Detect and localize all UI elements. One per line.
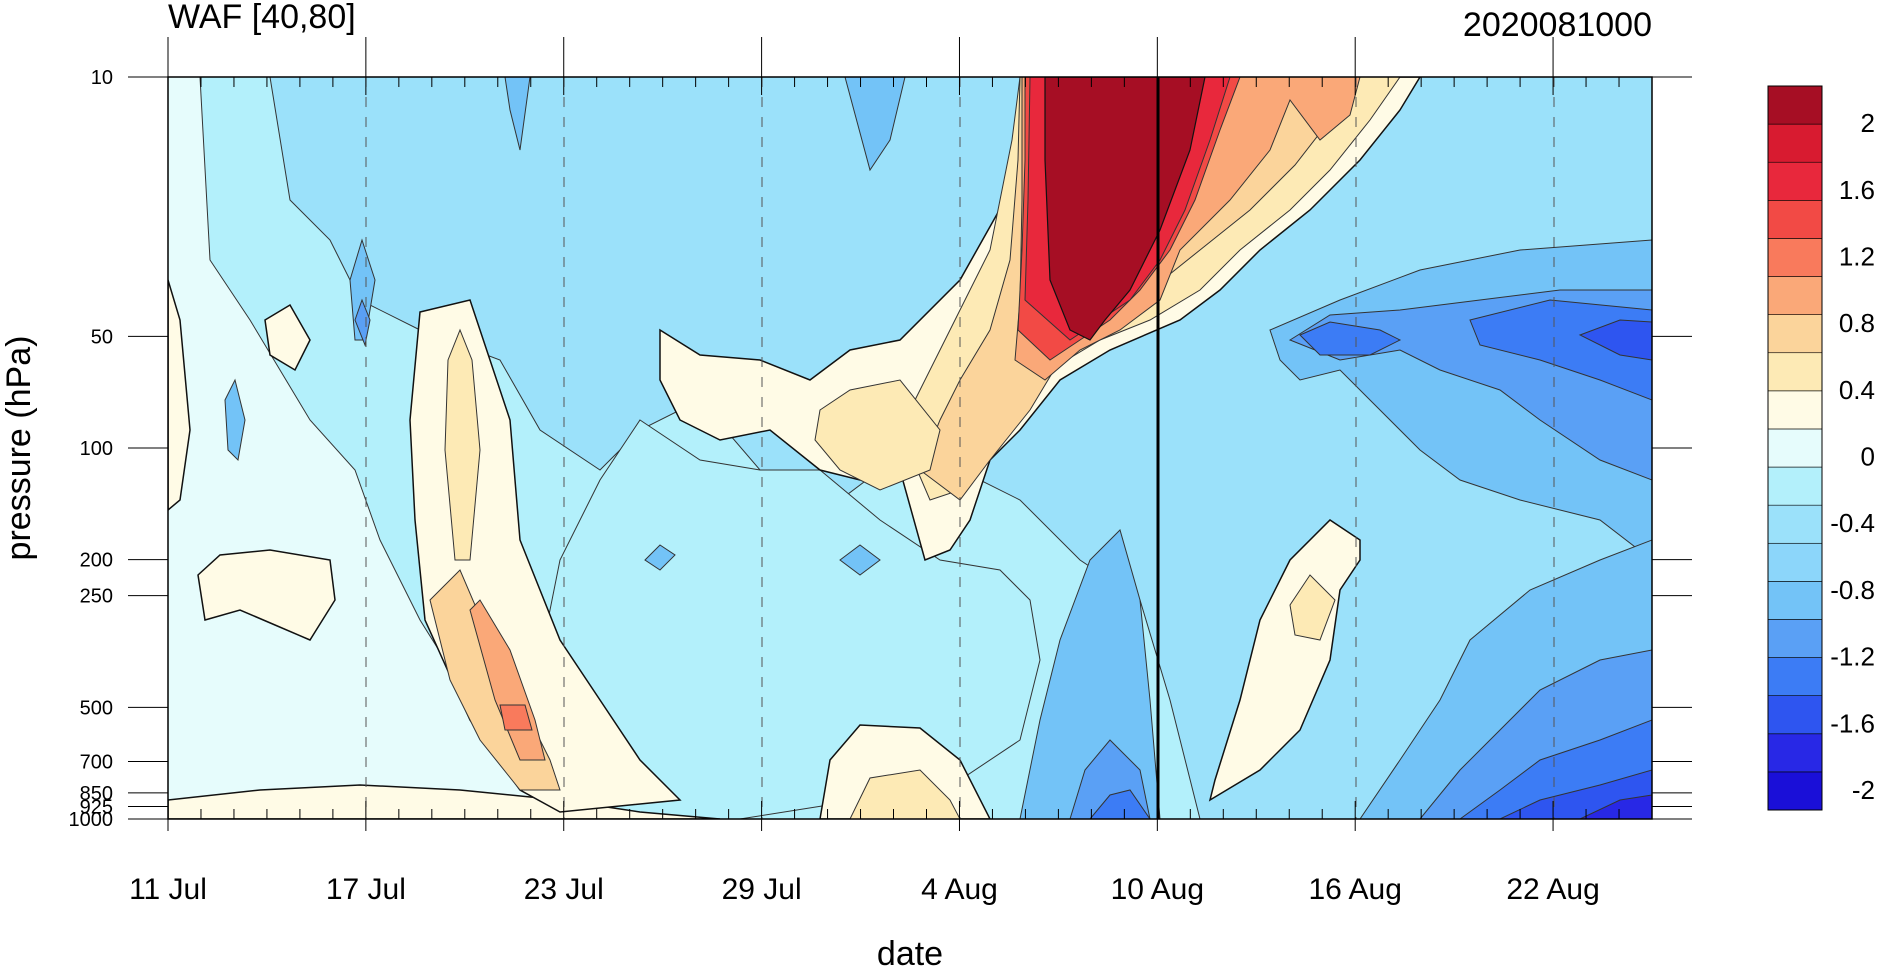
colorbar-swatch <box>1767 276 1823 315</box>
contour-band-top-blue-2 <box>504 77 531 151</box>
colorbar-label: -1.2 <box>1830 642 1875 672</box>
colorbar: 2 1.6 1.2 0.8 0.4 0 -0.4 -0.8 -1.2 -1.6 -2 <box>1767 85 1875 811</box>
contour-band-mid-july-hot <box>499 704 533 731</box>
colorbar-label: -0.8 <box>1830 575 1875 605</box>
contour-band-warm-plume-core <box>1044 77 1206 341</box>
colorbar-label: -0.4 <box>1830 508 1875 538</box>
x-tick-label: 10 Aug <box>1111 873 1204 906</box>
colorbar-swatch <box>1767 200 1823 239</box>
colorbar-swatch <box>1767 466 1823 506</box>
contour-band-aug-surface-blue-3 <box>1089 789 1151 819</box>
contour-band-jul-50 <box>264 303 311 372</box>
colorbar-swatch <box>1767 428 1823 468</box>
x-tick-label: 29 Jul <box>722 873 802 906</box>
y-tick-label: 100 <box>80 438 113 460</box>
y-axis-label: pressure (hPa) <box>0 336 38 561</box>
contour-band-left-edge <box>168 279 191 511</box>
colorbar-swatch <box>1767 352 1823 392</box>
colorbar-swatch <box>1767 657 1823 696</box>
colorbar-swatch <box>1767 733 1823 773</box>
colorbar-swatch <box>1767 695 1823 735</box>
colorbar-swatch <box>1767 542 1823 582</box>
contour-band-jul-100-blue <box>224 378 246 462</box>
x-tick-label: 16 Aug <box>1308 873 1401 906</box>
colorbar-swatch <box>1767 85 1823 125</box>
chart-title: WAF [40,80] <box>168 0 356 36</box>
y-tick-label: 250 <box>80 586 113 608</box>
y-tick-label: 10 <box>91 67 113 89</box>
x-tick-label: 4 Aug <box>921 873 998 906</box>
colorbar-swatch <box>1767 238 1823 277</box>
colorbar-swatch <box>1767 619 1823 658</box>
colorbar-swatch <box>1767 771 1823 811</box>
contour-band-july-200 <box>197 549 336 641</box>
contour-band-top-blue-4 <box>354 298 371 347</box>
x-axis-label: date <box>877 935 943 968</box>
colorbar-swatch <box>1767 123 1823 163</box>
x-tick-label: 22 Aug <box>1506 873 1599 906</box>
y-tick-label: 1000 <box>69 809 114 831</box>
contour-plot-area <box>168 77 1652 819</box>
colorbar-label: -2 <box>1852 775 1875 805</box>
contour-band-southeast-blue-5 <box>1579 794 1652 819</box>
colorbar-label: 0.4 <box>1839 375 1875 405</box>
contour-band-jul-tower <box>444 328 481 561</box>
contour-band-east-blue-4 <box>1578 319 1652 361</box>
y-tick-label: 200 <box>80 550 113 572</box>
contour-band-east-blue-3 <box>1299 299 1652 401</box>
y-tick-label: 700 <box>80 752 113 774</box>
colorbar-swatch <box>1767 581 1823 620</box>
colorbar-swatch <box>1767 161 1823 201</box>
colorbar-label: -1.6 <box>1830 708 1875 738</box>
y-tick-label: 500 <box>80 697 113 719</box>
contour-band-jul-200-blue <box>644 544 881 576</box>
contour-band-aug-surface-inner <box>849 769 961 819</box>
y-tick-label: 50 <box>91 326 113 348</box>
colorbar-frame <box>1767 85 1823 811</box>
x-tick-label: 11 Jul <box>129 873 207 906</box>
colorbar-label: 1.2 <box>1839 241 1875 271</box>
colorbar-label: 0.8 <box>1839 308 1875 338</box>
y-tick-label: 925 <box>80 796 113 818</box>
colorbar-swatch <box>1767 390 1823 430</box>
y-tick-label: 850 <box>80 783 113 805</box>
colorbar-label: 1.6 <box>1839 175 1875 205</box>
contour-band-top-blue-1 <box>844 77 906 172</box>
x-tick-label: 17 Jul <box>326 873 406 906</box>
chart-date-stamp: 2020081000 <box>1463 6 1652 44</box>
colorbar-label: 0 <box>1861 442 1875 472</box>
colorbar-label: 2 <box>1861 108 1875 138</box>
contour-band-aug-lowlevel-inner <box>1289 574 1336 641</box>
x-tick-label: 23 Jul <box>524 873 604 906</box>
x-axis: 11 Jul 17 Jul 23 Jul 29 Jul 4 Aug 10 Aug 16 Au… <box>129 37 1653 906</box>
colorbar-swatch <box>1767 504 1823 544</box>
contour-band-aug-100 <box>814 379 941 491</box>
colorbar-swatch <box>1767 314 1823 354</box>
